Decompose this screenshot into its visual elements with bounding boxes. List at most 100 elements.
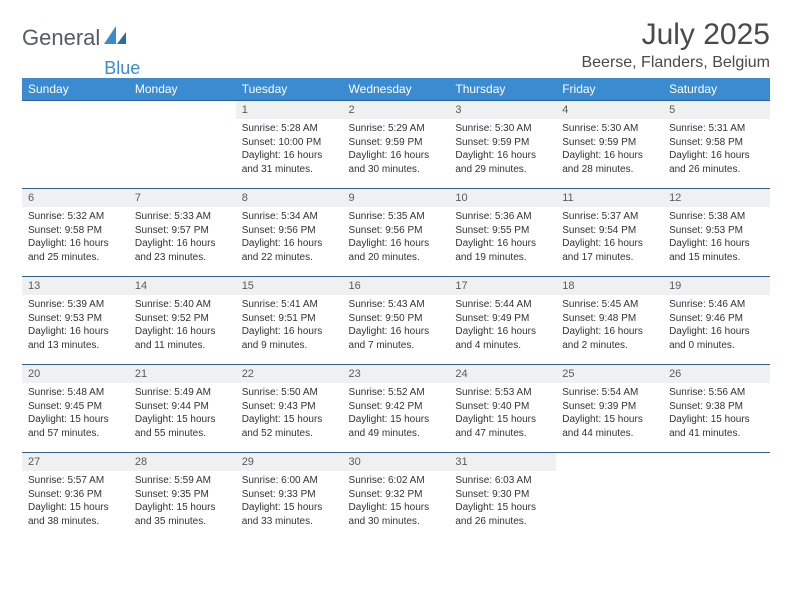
- calendar-week-row: 6Sunrise: 5:32 AMSunset: 9:58 PMDaylight…: [22, 189, 770, 277]
- day-number: 18: [556, 277, 663, 295]
- day-number: 2: [343, 101, 450, 119]
- day-details: Sunrise: 5:31 AMSunset: 9:58 PMDaylight:…: [663, 119, 770, 180]
- calendar-day-cell: 24Sunrise: 5:53 AMSunset: 9:40 PMDayligh…: [449, 365, 556, 453]
- day-details: Sunrise: 5:39 AMSunset: 9:53 PMDaylight:…: [22, 295, 129, 356]
- day-details: Sunrise: 5:59 AMSunset: 9:35 PMDaylight:…: [129, 471, 236, 532]
- calendar-day-cell: 12Sunrise: 5:38 AMSunset: 9:53 PMDayligh…: [663, 189, 770, 277]
- brand-logo: General Blue: [22, 24, 130, 51]
- calendar-day-cell: 19Sunrise: 5:46 AMSunset: 9:46 PMDayligh…: [663, 277, 770, 365]
- calendar-day-cell: 29Sunrise: 6:00 AMSunset: 9:33 PMDayligh…: [236, 453, 343, 541]
- day-details: Sunrise: 5:57 AMSunset: 9:36 PMDaylight:…: [22, 471, 129, 532]
- page-header: General Blue July 2025 Beerse, Flanders,…: [22, 18, 770, 72]
- day-details: Sunrise: 5:29 AMSunset: 9:59 PMDaylight:…: [343, 119, 450, 180]
- sail-icon: [102, 24, 128, 51]
- calendar-body: 1Sunrise: 5:28 AMSunset: 10:00 PMDayligh…: [22, 101, 770, 541]
- day-details: Sunrise: 5:30 AMSunset: 9:59 PMDaylight:…: [449, 119, 556, 180]
- weekday-header: Wednesday: [343, 78, 450, 101]
- day-details: Sunrise: 5:43 AMSunset: 9:50 PMDaylight:…: [343, 295, 450, 356]
- month-title: July 2025: [581, 18, 770, 52]
- calendar-day-cell: 13Sunrise: 5:39 AMSunset: 9:53 PMDayligh…: [22, 277, 129, 365]
- day-number: 15: [236, 277, 343, 295]
- calendar-day-cell: 8Sunrise: 5:34 AMSunset: 9:56 PMDaylight…: [236, 189, 343, 277]
- day-number: 26: [663, 365, 770, 383]
- day-details: Sunrise: 5:32 AMSunset: 9:58 PMDaylight:…: [22, 207, 129, 268]
- weekday-header: Monday: [129, 78, 236, 101]
- calendar-day-cell: 27Sunrise: 5:57 AMSunset: 9:36 PMDayligh…: [22, 453, 129, 541]
- day-number: 20: [22, 365, 129, 383]
- day-details: Sunrise: 5:33 AMSunset: 9:57 PMDaylight:…: [129, 207, 236, 268]
- day-number: 13: [22, 277, 129, 295]
- weekday-header: Thursday: [449, 78, 556, 101]
- weekdays-row: SundayMondayTuesdayWednesdayThursdayFrid…: [22, 78, 770, 101]
- day-details: Sunrise: 5:40 AMSunset: 9:52 PMDaylight:…: [129, 295, 236, 356]
- weekday-header: Saturday: [663, 78, 770, 101]
- calendar-day-cell: 4Sunrise: 5:30 AMSunset: 9:59 PMDaylight…: [556, 101, 663, 189]
- calendar-day-cell: 16Sunrise: 5:43 AMSunset: 9:50 PMDayligh…: [343, 277, 450, 365]
- day-number: 25: [556, 365, 663, 383]
- weekday-header: Friday: [556, 78, 663, 101]
- day-number: 8: [236, 189, 343, 207]
- day-number: 6: [22, 189, 129, 207]
- brand-name-1: General: [22, 25, 100, 51]
- calendar-day-cell: 21Sunrise: 5:49 AMSunset: 9:44 PMDayligh…: [129, 365, 236, 453]
- calendar-week-row: 27Sunrise: 5:57 AMSunset: 9:36 PMDayligh…: [22, 453, 770, 541]
- day-number: 12: [663, 189, 770, 207]
- calendar-day-cell: 23Sunrise: 5:52 AMSunset: 9:42 PMDayligh…: [343, 365, 450, 453]
- day-number: 24: [449, 365, 556, 383]
- day-details: Sunrise: 5:45 AMSunset: 9:48 PMDaylight:…: [556, 295, 663, 356]
- day-details: Sunrise: 5:35 AMSunset: 9:56 PMDaylight:…: [343, 207, 450, 268]
- brand-name-2: Blue: [104, 58, 140, 79]
- day-details: Sunrise: 5:28 AMSunset: 10:00 PMDaylight…: [236, 119, 343, 180]
- calendar-day-cell: 25Sunrise: 5:54 AMSunset: 9:39 PMDayligh…: [556, 365, 663, 453]
- calendar-day-cell: 20Sunrise: 5:48 AMSunset: 9:45 PMDayligh…: [22, 365, 129, 453]
- day-number: 5: [663, 101, 770, 119]
- day-details: Sunrise: 5:54 AMSunset: 9:39 PMDaylight:…: [556, 383, 663, 444]
- calendar-day-cell: 18Sunrise: 5:45 AMSunset: 9:48 PMDayligh…: [556, 277, 663, 365]
- day-details: Sunrise: 5:38 AMSunset: 9:53 PMDaylight:…: [663, 207, 770, 268]
- calendar-day-cell: [129, 101, 236, 189]
- day-number: 27: [22, 453, 129, 471]
- day-number: 17: [449, 277, 556, 295]
- calendar-day-cell: 7Sunrise: 5:33 AMSunset: 9:57 PMDaylight…: [129, 189, 236, 277]
- calendar-day-cell: [556, 453, 663, 541]
- calendar-week-row: 20Sunrise: 5:48 AMSunset: 9:45 PMDayligh…: [22, 365, 770, 453]
- calendar-day-cell: 31Sunrise: 6:03 AMSunset: 9:30 PMDayligh…: [449, 453, 556, 541]
- calendar-day-cell: 30Sunrise: 6:02 AMSunset: 9:32 PMDayligh…: [343, 453, 450, 541]
- day-number: 30: [343, 453, 450, 471]
- day-number: 3: [449, 101, 556, 119]
- day-details: Sunrise: 5:46 AMSunset: 9:46 PMDaylight:…: [663, 295, 770, 356]
- day-number: 29: [236, 453, 343, 471]
- day-number: 14: [129, 277, 236, 295]
- day-details: Sunrise: 5:56 AMSunset: 9:38 PMDaylight:…: [663, 383, 770, 444]
- day-number: 7: [129, 189, 236, 207]
- calendar-day-cell: 2Sunrise: 5:29 AMSunset: 9:59 PMDaylight…: [343, 101, 450, 189]
- calendar-day-cell: 5Sunrise: 5:31 AMSunset: 9:58 PMDaylight…: [663, 101, 770, 189]
- day-number: 10: [449, 189, 556, 207]
- day-number: 1: [236, 101, 343, 119]
- calendar-day-cell: 3Sunrise: 5:30 AMSunset: 9:59 PMDaylight…: [449, 101, 556, 189]
- calendar-day-cell: 26Sunrise: 5:56 AMSunset: 9:38 PMDayligh…: [663, 365, 770, 453]
- day-number: 22: [236, 365, 343, 383]
- day-number: 11: [556, 189, 663, 207]
- day-details: Sunrise: 5:49 AMSunset: 9:44 PMDaylight:…: [129, 383, 236, 444]
- day-details: Sunrise: 5:30 AMSunset: 9:59 PMDaylight:…: [556, 119, 663, 180]
- calendar-day-cell: 15Sunrise: 5:41 AMSunset: 9:51 PMDayligh…: [236, 277, 343, 365]
- calendar-day-cell: 1Sunrise: 5:28 AMSunset: 10:00 PMDayligh…: [236, 101, 343, 189]
- day-number: 21: [129, 365, 236, 383]
- calendar-week-row: 1Sunrise: 5:28 AMSunset: 10:00 PMDayligh…: [22, 101, 770, 189]
- day-details: Sunrise: 6:00 AMSunset: 9:33 PMDaylight:…: [236, 471, 343, 532]
- calendar-day-cell: 14Sunrise: 5:40 AMSunset: 9:52 PMDayligh…: [129, 277, 236, 365]
- calendar-day-cell: 6Sunrise: 5:32 AMSunset: 9:58 PMDaylight…: [22, 189, 129, 277]
- day-number: 9: [343, 189, 450, 207]
- day-number: 19: [663, 277, 770, 295]
- day-details: Sunrise: 6:02 AMSunset: 9:32 PMDaylight:…: [343, 471, 450, 532]
- day-number: 31: [449, 453, 556, 471]
- day-number: 28: [129, 453, 236, 471]
- day-details: Sunrise: 5:36 AMSunset: 9:55 PMDaylight:…: [449, 207, 556, 268]
- day-details: Sunrise: 5:44 AMSunset: 9:49 PMDaylight:…: [449, 295, 556, 356]
- day-details: Sunrise: 5:50 AMSunset: 9:43 PMDaylight:…: [236, 383, 343, 444]
- day-number: 23: [343, 365, 450, 383]
- calendar-day-cell: [22, 101, 129, 189]
- location-subtitle: Beerse, Flanders, Belgium: [581, 54, 770, 72]
- calendar-day-cell: 10Sunrise: 5:36 AMSunset: 9:55 PMDayligh…: [449, 189, 556, 277]
